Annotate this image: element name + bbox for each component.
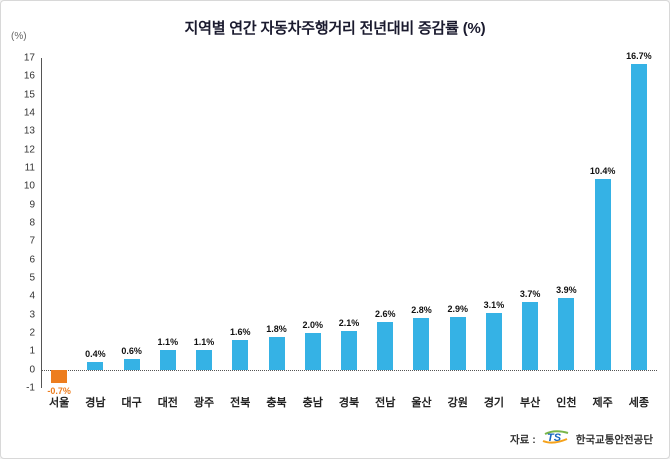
x-tick-label-경북: 경북 bbox=[338, 397, 360, 409]
x-tick-label-충북: 충북 bbox=[266, 397, 287, 409]
bar-value-label: 1.8% bbox=[266, 323, 287, 334]
bar-제주 bbox=[594, 179, 611, 370]
bar-충남 bbox=[304, 333, 321, 370]
y-tick-label: 4 bbox=[29, 290, 35, 302]
bar-value-label: 2.1% bbox=[338, 318, 360, 329]
x-tick-label-인천: 인천 bbox=[556, 397, 577, 409]
bar-경기 bbox=[485, 312, 502, 370]
x-tick-label-울산: 울산 bbox=[411, 397, 432, 409]
bar-대전 bbox=[159, 349, 176, 370]
svg-text:TS: TS bbox=[547, 432, 562, 444]
bar-value-label: 2.6% bbox=[374, 309, 396, 319]
y-tick-label: 14 bbox=[23, 107, 35, 119]
y-axis-line bbox=[41, 58, 42, 388]
bar-value-label: 16.7% bbox=[626, 50, 652, 61]
x-tick-label-부산: 부산 bbox=[520, 397, 541, 409]
bar-value-label: 10.4% bbox=[589, 166, 616, 176]
source-prefix: 자료 : bbox=[509, 433, 536, 446]
bar-경북 bbox=[341, 331, 357, 370]
x-tick-label-제주: 제주 bbox=[592, 397, 613, 409]
bar-value-label: 3.1% bbox=[483, 299, 505, 310]
x-tick-label-강원: 강원 bbox=[447, 397, 468, 409]
x-tick-label-전남: 전남 bbox=[375, 397, 396, 409]
x-tick-label-경기: 경기 bbox=[483, 397, 505, 409]
bar-value-label: 3.9% bbox=[556, 285, 577, 296]
bar-인천 bbox=[558, 298, 575, 370]
source-caption: 자료 : TS 한국교통안전공단 bbox=[510, 430, 653, 448]
ts-logo-icon: TS bbox=[541, 430, 571, 448]
y-axis-unit-label: (%) bbox=[11, 31, 27, 42]
bar-세종 bbox=[630, 63, 647, 370]
bar-value-label: 0.6% bbox=[121, 345, 142, 356]
zero-baseline bbox=[41, 369, 657, 371]
bar-대구 bbox=[123, 358, 140, 370]
bar-전북 bbox=[232, 340, 249, 370]
y-tick-label: -1 bbox=[26, 382, 35, 394]
bar-강원 bbox=[449, 316, 466, 370]
bar-울산 bbox=[413, 318, 430, 370]
bar-서울 bbox=[51, 369, 68, 383]
y-tick-label: 12 bbox=[23, 144, 35, 156]
x-tick-label-서울: 서울 bbox=[48, 397, 70, 409]
bar-전남 bbox=[377, 322, 394, 370]
y-tick-label: 2 bbox=[29, 327, 35, 339]
x-tick-label-대구: 대구 bbox=[121, 397, 142, 409]
y-tick-label: 13 bbox=[23, 125, 35, 137]
bar-value-label: 2.9% bbox=[447, 303, 468, 314]
bar-value-label: 0.4% bbox=[85, 349, 106, 360]
bar-부산 bbox=[522, 301, 539, 370]
x-axis-labels: 서울 경남 대구 대전 광주 전북 충북 충남 경북 전남 울산 강원 경기 부산 인천 제주 세종 bbox=[41, 394, 657, 412]
chart-title: 지역별 연간 자동차주행거리 전년대비 증감률 (%) bbox=[184, 20, 486, 37]
y-tick-label: 9 bbox=[29, 199, 35, 211]
x-tick-label-충남: 충남 bbox=[302, 397, 323, 409]
source-name: 한국교통안전공단 bbox=[575, 433, 653, 446]
bar-value-label: -0.7% bbox=[47, 385, 71, 396]
y-tick-label: 6 bbox=[29, 254, 35, 266]
y-tick-label: 15 bbox=[23, 89, 35, 101]
bar-충북 bbox=[268, 336, 285, 370]
bar-value-label: 2.8% bbox=[411, 305, 432, 316]
y-tick-label: 5 bbox=[29, 272, 35, 284]
x-tick-label-광주: 광주 bbox=[193, 397, 215, 409]
x-tick-label-대전: 대전 bbox=[157, 397, 178, 409]
bar-광주 bbox=[196, 349, 213, 370]
x-tick-label-전북: 전북 bbox=[230, 397, 251, 409]
bar-경남 bbox=[87, 362, 104, 370]
bar-value-label: 2.0% bbox=[302, 320, 324, 330]
bar-value-label: 1.1% bbox=[157, 336, 179, 347]
y-tick-label: 11 bbox=[24, 162, 35, 174]
bar-value-label: 3.7% bbox=[519, 288, 541, 299]
bar-value-label: 1.1% bbox=[193, 336, 215, 347]
x-tick-label-세종: 세종 bbox=[628, 397, 649, 409]
y-tick-label: 10 bbox=[23, 180, 35, 192]
y-tick-label: 16 bbox=[23, 70, 35, 82]
y-tick-label: 3 bbox=[29, 309, 35, 321]
x-tick-label-경남: 경남 bbox=[85, 397, 106, 409]
y-tick-label: 0 bbox=[29, 364, 35, 376]
y-tick-label: 8 bbox=[29, 217, 35, 229]
y-tick-label: 1 bbox=[29, 345, 35, 357]
plot-area: -1 0 1 2 3 4 5 6 7 8 9 10 11 12 13 14 15 16 17 -0.7% 0.4% 0.6… bbox=[24, 51, 657, 396]
bar-value-label: 1.6% bbox=[230, 327, 251, 338]
y-tick-label: 7 bbox=[29, 235, 35, 247]
y-tick-label: 17 bbox=[23, 52, 35, 64]
